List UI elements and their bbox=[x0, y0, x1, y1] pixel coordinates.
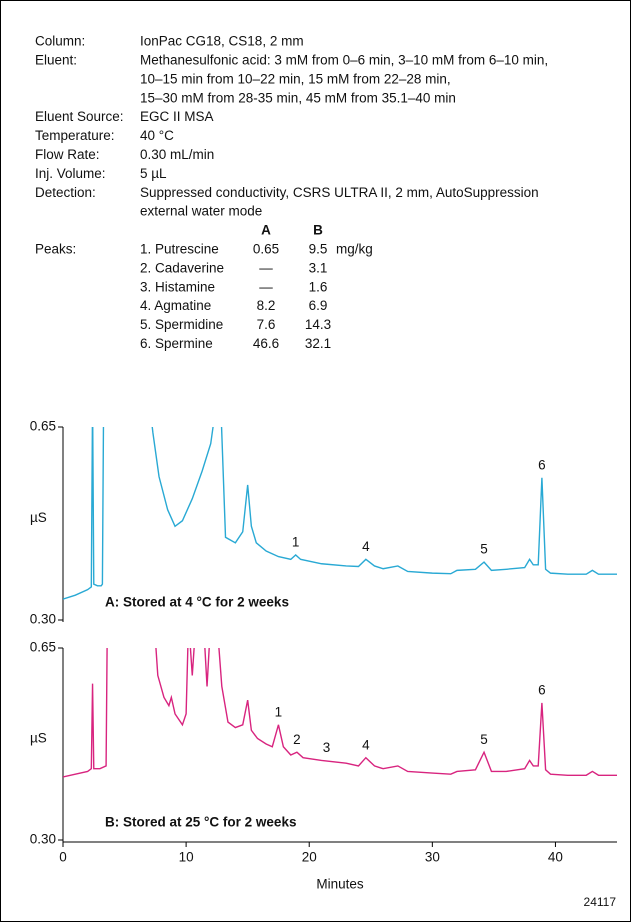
peaks-label: Peaks: bbox=[35, 241, 76, 256]
peak-amount: — bbox=[259, 260, 273, 275]
x-tick-label: 0 bbox=[59, 850, 67, 865]
peak-name: 5. Spermidine bbox=[140, 317, 223, 332]
condition-value: Methanesulfonic acid: 3 mM from 0–6 min,… bbox=[140, 52, 548, 67]
condition-label: Eluent: bbox=[35, 52, 77, 67]
peak-name: 3. Histamine bbox=[140, 279, 215, 294]
x-tick-label: 20 bbox=[302, 850, 317, 865]
trace bbox=[63, 648, 617, 778]
condition-value: 40 °C bbox=[140, 128, 174, 143]
peak-amount: 9.5 bbox=[309, 241, 328, 256]
peak-name: 6. Spermine bbox=[140, 336, 213, 351]
x-tick-label: 40 bbox=[548, 850, 563, 865]
condition-label: Detection: bbox=[35, 185, 96, 200]
x-tick-label: 30 bbox=[425, 850, 440, 865]
peak-amount: 6.9 bbox=[309, 298, 328, 313]
condition-value: Suppressed conductivity, CSRS ULTRA II, … bbox=[140, 185, 539, 200]
peak-label: 5 bbox=[480, 542, 488, 557]
y-tick-label: 0.65 bbox=[30, 419, 56, 434]
condition-label: Column: bbox=[35, 34, 85, 49]
y-axis-label: µS bbox=[30, 731, 47, 746]
condition-label: Flow Rate: bbox=[35, 147, 100, 162]
chart-title: B: Stored at 25 °C for 2 weeks bbox=[105, 815, 296, 830]
condition-label: Temperature: bbox=[35, 128, 115, 143]
y-axis-label: µS bbox=[30, 510, 47, 525]
peak-label: 1 bbox=[275, 704, 283, 719]
peak-amount: 46.6 bbox=[253, 336, 279, 351]
chart-title: A: Stored at 4 °C for 2 weeks bbox=[105, 595, 289, 610]
condition-label: Eluent Source: bbox=[35, 109, 124, 124]
peak-label: 1 bbox=[292, 534, 300, 549]
peak-label: 5 bbox=[480, 732, 488, 747]
figure-id: 24117 bbox=[584, 895, 617, 909]
condition-value: 5 µL bbox=[140, 166, 167, 181]
x-tick-label: 10 bbox=[179, 850, 194, 865]
peak-label: 4 bbox=[362, 737, 370, 752]
peak-amount: 1.6 bbox=[309, 279, 328, 294]
peak-label: 4 bbox=[362, 539, 370, 554]
peak-amount: 7.6 bbox=[257, 317, 276, 332]
condition-value: 10–15 min from 10–22 min, 15 mM from 22–… bbox=[140, 71, 451, 86]
condition-label: Inj. Volume: bbox=[35, 166, 106, 181]
x-axis-label: Minutes bbox=[316, 877, 364, 892]
peak-label: 2 bbox=[293, 732, 301, 747]
peak-amount: — bbox=[259, 279, 273, 294]
peak-name: 1. Putrescine bbox=[140, 241, 219, 256]
y-tick-label: 0.65 bbox=[30, 640, 56, 655]
condition-value: 15–30 mM from 28-35 min, 45 mM from 35.1… bbox=[140, 90, 456, 105]
y-tick-label: 0.30 bbox=[30, 832, 56, 847]
peak-column-header: B bbox=[313, 223, 323, 238]
peak-name: 4. Agmatine bbox=[140, 298, 211, 313]
condition-value: external water mode bbox=[140, 204, 262, 219]
peak-amount: 8.2 bbox=[257, 298, 276, 313]
condition-value: 0.30 mL/min bbox=[140, 147, 214, 162]
peak-label: 6 bbox=[538, 457, 546, 472]
y-tick-label: 0.30 bbox=[30, 612, 56, 627]
peak-label: 3 bbox=[323, 740, 331, 755]
trace bbox=[63, 427, 617, 600]
peak-amount: 32.1 bbox=[305, 336, 331, 351]
condition-value: IonPac CG18, CS18, 2 mm bbox=[140, 34, 304, 49]
peak-amount: 14.3 bbox=[305, 317, 331, 332]
condition-value: EGC II MSA bbox=[140, 109, 214, 124]
peak-amount: 3.1 bbox=[309, 260, 328, 275]
peak-label: 6 bbox=[538, 682, 546, 697]
peak-name: 2. Cadaverine bbox=[140, 260, 224, 275]
peak-unit: mg/kg bbox=[336, 241, 373, 256]
peak-column-header: A bbox=[261, 223, 271, 238]
peak-amount: 0.65 bbox=[253, 241, 279, 256]
